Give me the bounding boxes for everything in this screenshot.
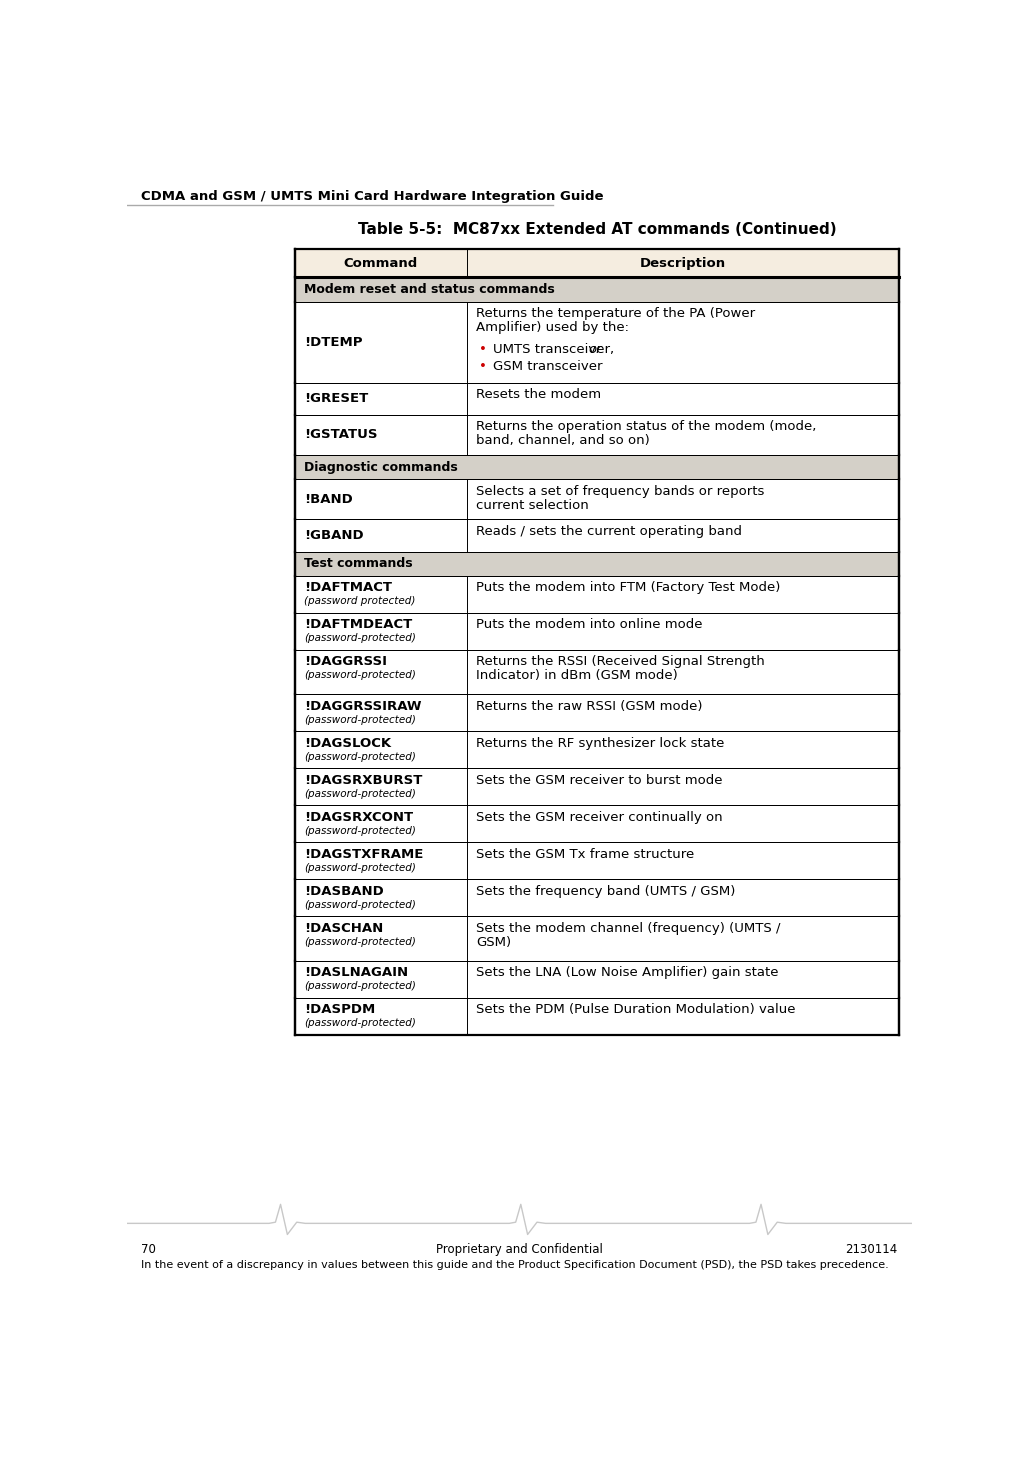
Text: (password-protected): (password-protected) xyxy=(304,1019,416,1028)
Text: (password-protected): (password-protected) xyxy=(304,981,416,991)
Text: (password-protected): (password-protected) xyxy=(304,863,416,872)
Text: Returns the RF synthesizer lock state: Returns the RF synthesizer lock state xyxy=(476,737,724,750)
Text: !DAFTMACT: !DAFTMACT xyxy=(304,581,392,595)
Text: Sets the GSM Tx frame structure: Sets the GSM Tx frame structure xyxy=(476,847,695,860)
Bar xyxy=(295,277,900,301)
Text: Returns the operation status of the modem (mode,: Returns the operation status of the mode… xyxy=(476,420,816,433)
Bar xyxy=(295,998,900,1035)
Text: Modem reset and status commands: Modem reset and status commands xyxy=(304,283,555,297)
Text: !DAFTMDEACT: !DAFTMDEACT xyxy=(304,618,412,631)
Text: Reads / sets the current operating band: Reads / sets the current operating band xyxy=(476,524,743,537)
Bar xyxy=(295,250,900,277)
Text: !DAGSRXCONT: !DAGSRXCONT xyxy=(304,810,413,824)
Text: Sets the PDM (Pulse Duration Modulation) value: Sets the PDM (Pulse Duration Modulation)… xyxy=(476,1003,796,1016)
Text: !DAGSLOCK: !DAGSLOCK xyxy=(304,737,391,750)
Bar xyxy=(295,552,900,575)
Bar xyxy=(295,650,900,694)
Text: •: • xyxy=(479,360,487,373)
Text: (password protected): (password protected) xyxy=(304,596,415,606)
Text: (password-protected): (password-protected) xyxy=(304,669,416,680)
Text: Sets the GSM receiver to burst mode: Sets the GSM receiver to burst mode xyxy=(476,774,723,787)
Text: Proprietary and Confidential: Proprietary and Confidential xyxy=(436,1243,603,1257)
Bar xyxy=(295,694,900,731)
Bar xyxy=(295,731,900,768)
Text: Returns the temperature of the PA (Power: Returns the temperature of the PA (Power xyxy=(476,307,756,320)
Text: !GRESET: !GRESET xyxy=(304,392,369,405)
Text: (password-protected): (password-protected) xyxy=(304,788,416,799)
Text: GSM): GSM) xyxy=(476,935,512,948)
Bar xyxy=(295,806,900,843)
Bar xyxy=(295,916,900,960)
Text: current selection: current selection xyxy=(476,499,590,512)
Text: (password-protected): (password-protected) xyxy=(304,633,416,643)
Text: •: • xyxy=(479,344,487,357)
Bar xyxy=(295,301,900,383)
Text: (password-protected): (password-protected) xyxy=(304,752,416,762)
Text: !DASBAND: !DASBAND xyxy=(304,885,384,897)
Bar xyxy=(295,960,900,998)
Text: (password-protected): (password-protected) xyxy=(304,900,416,910)
Text: or: or xyxy=(589,344,602,357)
Text: (password-protected): (password-protected) xyxy=(304,937,416,947)
Text: Indicator) in dBm (GSM mode): Indicator) in dBm (GSM mode) xyxy=(476,669,678,683)
Text: !DASLNAGAIN: !DASLNAGAIN xyxy=(304,966,408,979)
Text: Returns the RSSI (Received Signal Strength: Returns the RSSI (Received Signal Streng… xyxy=(476,655,765,668)
Bar xyxy=(295,575,900,612)
Text: 2130114: 2130114 xyxy=(846,1243,898,1257)
Bar xyxy=(295,415,900,455)
Text: Returns the raw RSSI (GSM mode): Returns the raw RSSI (GSM mode) xyxy=(476,700,703,713)
Text: CDMA and GSM / UMTS Mini Card Hardware Integration Guide: CDMA and GSM / UMTS Mini Card Hardware I… xyxy=(141,189,603,203)
Text: Description: Description xyxy=(640,257,726,270)
Text: !DAGGRSSIRAW: !DAGGRSSIRAW xyxy=(304,700,421,713)
Text: (password-protected): (password-protected) xyxy=(304,715,416,725)
Text: Puts the modem into FTM (Factory Test Mode): Puts the modem into FTM (Factory Test Mo… xyxy=(476,581,781,595)
Text: GSM transceiver: GSM transceiver xyxy=(493,360,603,373)
Text: !DAGGRSSI: !DAGGRSSI xyxy=(304,655,387,668)
Text: Sets the frequency band (UMTS / GSM): Sets the frequency band (UMTS / GSM) xyxy=(476,885,735,897)
Bar xyxy=(295,479,900,520)
Text: 70: 70 xyxy=(141,1243,155,1257)
Text: Table 5-5:  MC87xx Extended AT commands (Continued): Table 5-5: MC87xx Extended AT commands (… xyxy=(358,222,837,238)
Text: !BAND: !BAND xyxy=(304,493,353,505)
Text: band, channel, and so on): band, channel, and so on) xyxy=(476,435,650,448)
Text: Test commands: Test commands xyxy=(304,558,412,570)
Text: !DASCHAN: !DASCHAN xyxy=(304,922,383,935)
Bar xyxy=(295,383,900,415)
Text: Selects a set of frequency bands or reports: Selects a set of frequency bands or repo… xyxy=(476,484,765,498)
Bar xyxy=(295,612,900,650)
Bar xyxy=(295,843,900,879)
Text: !DTEMP: !DTEMP xyxy=(304,336,363,348)
Text: !GBAND: !GBAND xyxy=(304,528,364,542)
Text: !DASPDM: !DASPDM xyxy=(304,1003,376,1016)
Text: Command: Command xyxy=(343,257,418,270)
Bar xyxy=(295,520,900,552)
Text: Puts the modem into online mode: Puts the modem into online mode xyxy=(476,618,703,631)
Bar xyxy=(295,768,900,806)
Text: !GSTATUS: !GSTATUS xyxy=(304,429,378,442)
Text: (password-protected): (password-protected) xyxy=(304,825,416,835)
Text: UMTS transceiver,: UMTS transceiver, xyxy=(493,344,615,357)
Text: !DAGSRXBURST: !DAGSRXBURST xyxy=(304,774,422,787)
Text: Amplifier) used by the:: Amplifier) used by the: xyxy=(476,321,629,335)
Text: Sets the modem channel (frequency) (UMTS /: Sets the modem channel (frequency) (UMTS… xyxy=(476,922,781,935)
Text: Resets the modem: Resets the modem xyxy=(476,388,602,401)
Text: In the event of a discrepancy in values between this guide and the Product Speci: In the event of a discrepancy in values … xyxy=(141,1261,888,1270)
Text: Sets the GSM receiver continually on: Sets the GSM receiver continually on xyxy=(476,810,723,824)
Text: Sets the LNA (Low Noise Amplifier) gain state: Sets the LNA (Low Noise Amplifier) gain … xyxy=(476,966,779,979)
Text: !DAGSTXFRAME: !DAGSTXFRAME xyxy=(304,847,423,860)
Bar xyxy=(295,455,900,479)
Bar xyxy=(295,879,900,916)
Text: Diagnostic commands: Diagnostic commands xyxy=(304,461,458,474)
